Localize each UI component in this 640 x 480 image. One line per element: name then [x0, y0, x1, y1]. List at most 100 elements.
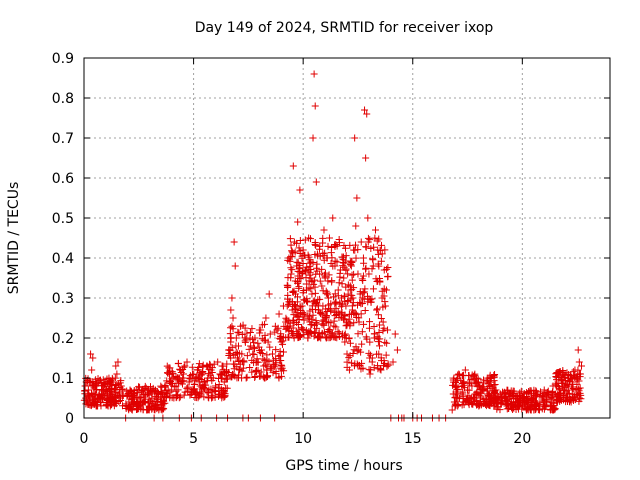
data-point — [327, 260, 335, 268]
data-point — [110, 398, 118, 406]
data-point — [475, 378, 482, 386]
data-point — [215, 380, 223, 388]
data-point — [275, 310, 283, 318]
data-point — [311, 289, 319, 297]
data-point — [300, 310, 308, 318]
data-point — [288, 266, 296, 274]
data-point — [241, 338, 249, 346]
data-point — [527, 402, 535, 410]
data-point — [216, 390, 224, 398]
data-point — [518, 402, 526, 410]
data-point — [352, 222, 360, 230]
data-point — [229, 314, 237, 322]
x-tick-label: 10 — [294, 431, 312, 447]
data-point — [276, 334, 284, 342]
data-point — [159, 404, 167, 412]
data-point — [485, 382, 493, 390]
data-point — [322, 333, 330, 341]
data-point — [328, 278, 336, 286]
data-point — [324, 294, 332, 302]
data-point — [540, 405, 548, 413]
data-point — [302, 286, 310, 294]
data-point — [341, 338, 349, 346]
data-point — [248, 356, 256, 364]
data-point — [176, 366, 184, 374]
data-point — [304, 267, 312, 275]
data-point — [545, 390, 553, 398]
data-point — [538, 394, 546, 402]
data-point — [338, 294, 346, 302]
data-point — [102, 401, 110, 409]
grid-lines — [84, 58, 610, 418]
data-point — [301, 266, 309, 274]
data-point — [358, 359, 366, 367]
data-point — [548, 399, 556, 407]
data-point — [362, 333, 370, 341]
data-point — [201, 378, 209, 386]
data-point — [458, 383, 466, 391]
y-axis-label: SRMTID / TECUs — [6, 182, 22, 295]
data-point — [305, 253, 313, 261]
data-point — [370, 243, 378, 251]
data-point — [315, 306, 323, 314]
data-point — [391, 330, 399, 338]
data-point — [212, 382, 219, 390]
data-point — [187, 391, 195, 399]
data-point — [393, 346, 401, 354]
data-point — [367, 298, 375, 306]
data-point — [341, 244, 349, 252]
data-point — [329, 293, 337, 301]
data-point — [478, 383, 486, 391]
data-point — [272, 367, 280, 375]
data-point — [356, 298, 364, 306]
data-point — [527, 387, 535, 395]
data-point — [380, 359, 388, 367]
data-point — [381, 302, 389, 310]
data-point — [170, 394, 178, 402]
data-point — [155, 390, 163, 398]
data-point — [114, 358, 122, 366]
data-point — [282, 318, 290, 326]
data-point — [359, 254, 367, 262]
y-tick-label: 0.8 — [52, 91, 74, 107]
data-point — [350, 246, 358, 254]
data-point — [261, 356, 269, 364]
data-point — [481, 398, 489, 406]
data-point — [361, 285, 369, 293]
data-point — [530, 401, 538, 409]
data-point — [288, 306, 296, 314]
data-point — [307, 329, 315, 337]
data-point — [336, 299, 344, 307]
data-point — [313, 250, 321, 258]
data-point — [561, 372, 569, 380]
data-point — [162, 394, 170, 402]
data-point — [450, 398, 458, 406]
data-point — [328, 243, 336, 251]
data-point — [124, 390, 132, 398]
data-point — [346, 339, 354, 347]
data-point — [490, 402, 498, 410]
data-point — [145, 399, 153, 407]
data-point — [254, 339, 262, 347]
data-point — [315, 333, 323, 341]
data-point — [465, 401, 473, 409]
data-point — [352, 241, 360, 249]
data-point — [359, 289, 367, 297]
data-point — [133, 398, 141, 406]
data-point — [553, 369, 561, 377]
data-point — [296, 247, 304, 255]
data-point — [366, 318, 374, 326]
data-point — [316, 295, 324, 303]
data-point — [329, 214, 337, 222]
data-point — [448, 406, 456, 414]
data-point — [338, 253, 346, 261]
data-point — [352, 254, 360, 262]
data-point — [251, 334, 259, 342]
data-point — [363, 110, 371, 118]
data-point — [157, 398, 165, 406]
data-point — [496, 390, 504, 398]
data-point — [217, 371, 225, 379]
data-point — [260, 336, 268, 344]
data-point — [287, 328, 295, 336]
data-point — [184, 383, 192, 391]
